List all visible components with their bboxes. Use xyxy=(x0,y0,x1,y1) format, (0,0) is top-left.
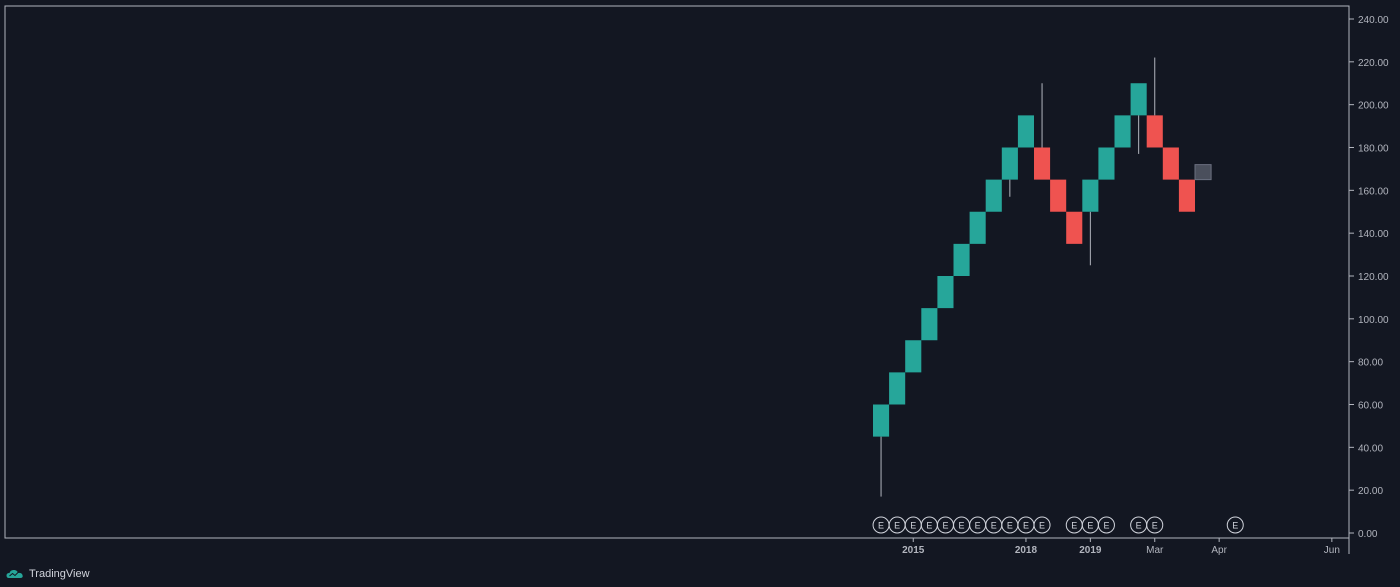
renko-brick-pending[interactable] xyxy=(1194,164,1212,181)
time-axis[interactable]: 2015 2018 2019 Mar Apr Jun xyxy=(902,538,1340,556)
earnings-marker-label: E xyxy=(1071,521,1077,531)
y-tick-label: 220.00 xyxy=(1358,58,1389,69)
renko-brick-up[interactable] xyxy=(921,308,938,341)
x-tick-label: Jun xyxy=(1324,545,1340,556)
earnings-marker[interactable]: E xyxy=(985,516,1003,534)
renko-brick-down[interactable] xyxy=(1034,147,1051,180)
brand-name: TradingView xyxy=(29,567,90,580)
plot-area-border xyxy=(4,5,1350,539)
earnings-marker-circle xyxy=(1097,516,1115,534)
earnings-marker-label: E xyxy=(894,521,900,531)
earnings-marker[interactable]: E xyxy=(1065,516,1083,534)
earnings-marker-label: E xyxy=(1007,521,1013,531)
renko-brick-up[interactable] xyxy=(1114,115,1131,148)
earnings-marker-label: E xyxy=(1039,521,1045,531)
earnings-marker-circle xyxy=(1226,516,1244,534)
y-tick-label: 100.00 xyxy=(1358,315,1389,326)
renko-brick-up[interactable] xyxy=(1130,83,1147,116)
price-axis[interactable]: 0.00 20.00 40.00 60.00 80.00 100.00 120.00 140.… xyxy=(1349,15,1389,540)
earnings-marker[interactable]: E xyxy=(1226,516,1244,534)
renko-brick-down[interactable] xyxy=(1162,147,1179,180)
earnings-marker-label: E xyxy=(959,521,965,531)
x-tick-label: 2019 xyxy=(1079,545,1102,556)
renko-brick-down[interactable] xyxy=(1050,179,1067,212)
renko-brick-up[interactable] xyxy=(1017,115,1034,148)
renko-brick-down[interactable] xyxy=(1146,115,1163,148)
earnings-marker[interactable]: E xyxy=(1146,516,1164,534)
x-tick-label: Apr xyxy=(1211,545,1227,556)
earnings-marker[interactable]: E xyxy=(1033,516,1051,534)
earnings-marker-label: E xyxy=(910,521,916,531)
earnings-marker-label: E xyxy=(1152,521,1158,531)
renko-brick-up[interactable] xyxy=(937,275,954,309)
earnings-marker[interactable]: E xyxy=(904,516,922,534)
earnings-marker-label: E xyxy=(926,521,932,531)
y-tick-label: 0.00 xyxy=(1358,529,1378,540)
earnings-marker-circle xyxy=(1033,516,1051,534)
earnings-marker-label: E xyxy=(878,521,884,531)
renko-brick-up[interactable] xyxy=(905,340,922,373)
y-tick-label: 120.00 xyxy=(1358,272,1389,283)
tradingview-cloud-icon xyxy=(6,569,23,578)
brand-logo-link[interactable]: TradingView xyxy=(6,568,90,580)
earnings-marker[interactable]: E xyxy=(888,516,906,534)
earnings-marker-circle xyxy=(1146,516,1164,534)
y-tick-label: 80.00 xyxy=(1358,358,1383,369)
x-tick-label: 2018 xyxy=(1015,545,1038,556)
renko-brick-up[interactable] xyxy=(985,179,1002,212)
renko-brick-up[interactable] xyxy=(873,404,890,437)
y-tick-label: 140.00 xyxy=(1358,229,1389,240)
earnings-marker[interactable]: E xyxy=(1081,516,1099,534)
renko-brick-up[interactable] xyxy=(1082,179,1099,212)
chart-footer: TradingView xyxy=(0,560,1400,587)
renko-brick-up[interactable] xyxy=(889,372,906,405)
renko-brick-up[interactable] xyxy=(1001,147,1018,180)
renko-brick-up[interactable] xyxy=(969,211,986,244)
bricks-layer xyxy=(873,83,1212,437)
earnings-marker[interactable]: E xyxy=(1001,516,1019,534)
y-tick-label: 20.00 xyxy=(1358,486,1383,497)
renko-brick-down[interactable] xyxy=(1066,211,1083,244)
earnings-marker[interactable]: E xyxy=(936,516,954,534)
earnings-marker-label: E xyxy=(1087,521,1093,531)
earnings-marker[interactable]: E xyxy=(872,516,890,534)
earnings-marker-label: E xyxy=(1023,521,1029,531)
earnings-marker[interactable]: E xyxy=(920,516,938,534)
earnings-marker-label: E xyxy=(942,521,948,531)
y-tick-label: 180.00 xyxy=(1358,143,1389,154)
y-tick-label: 160.00 xyxy=(1358,186,1389,197)
renko-brick-down[interactable] xyxy=(1178,179,1195,212)
y-tick-label: 40.00 xyxy=(1358,443,1383,454)
earnings-marker[interactable]: E xyxy=(969,516,987,534)
earnings-marker-label: E xyxy=(991,521,997,531)
x-tick-label: 2015 xyxy=(902,545,925,556)
earnings-marker[interactable]: E xyxy=(1130,516,1148,534)
earnings-marker-label: E xyxy=(1136,521,1142,531)
y-tick-label: 240.00 xyxy=(1358,15,1389,26)
wicks-layer xyxy=(880,57,1156,497)
x-tick-label: Mar xyxy=(1146,545,1164,556)
renko-brick-up[interactable] xyxy=(953,243,970,276)
earnings-marker[interactable]: E xyxy=(953,516,971,534)
earnings-marker[interactable]: E xyxy=(1017,516,1035,534)
y-tick-label: 200.00 xyxy=(1358,101,1389,112)
earnings-marker-label: E xyxy=(1103,521,1109,531)
renko-brick-up[interactable] xyxy=(1098,147,1115,180)
y-tick-label: 60.00 xyxy=(1358,400,1383,411)
earnings-marker-label: E xyxy=(975,521,981,531)
earnings-marker[interactable]: E xyxy=(1097,516,1115,534)
earnings-marker-label: E xyxy=(1232,521,1238,531)
